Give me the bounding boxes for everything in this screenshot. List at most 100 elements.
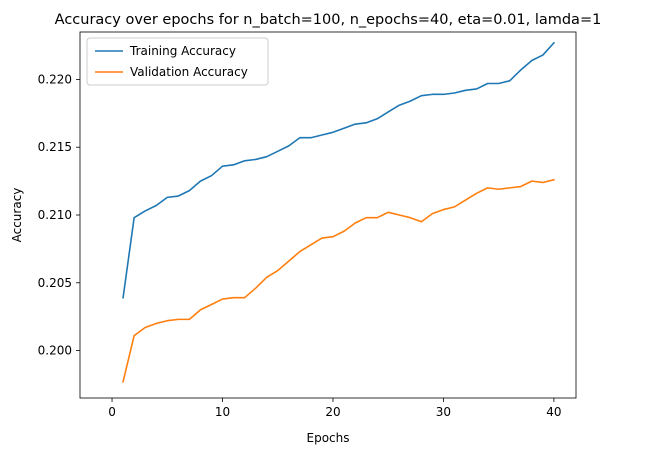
data-point-1-16 (299, 251, 301, 253)
data-point-0-21 (354, 123, 356, 125)
data-point-1-25 (398, 214, 400, 216)
plot-area-frame (79, 31, 577, 399)
data-point-1-21 (354, 222, 356, 224)
data-point-0-11 (244, 160, 246, 162)
legend-box (86, 37, 269, 86)
data-point-0-1 (133, 217, 135, 219)
data-point-1-24 (387, 211, 389, 213)
data-point-0-34 (498, 83, 500, 85)
x-axis-label: Epochs (307, 431, 350, 445)
series-line-0 (122, 41, 556, 299)
data-point-1-2 (144, 327, 146, 329)
data-point-0-6 (189, 190, 191, 192)
data-point-1-36 (520, 186, 522, 188)
data-point-0-7 (200, 180, 202, 182)
data-point-1-9 (222, 298, 224, 300)
data-point-0-27 (421, 95, 423, 97)
data-point-1-7 (200, 309, 202, 311)
data-point-0-30 (454, 92, 456, 94)
data-point-1-31 (465, 199, 467, 201)
series-line-1 (122, 178, 555, 383)
data-point-1-15 (288, 260, 290, 262)
data-point-0-9 (222, 165, 224, 167)
data-point-1-19 (332, 236, 334, 238)
data-point-1-17 (310, 244, 312, 246)
data-point-1-13 (266, 277, 268, 279)
data-point-0-14 (277, 150, 279, 152)
data-point-1-12 (255, 287, 257, 289)
y-tick-label-1: 0.205 (38, 276, 72, 290)
y-tick-label-0: 0.200 (38, 344, 72, 358)
data-point-1-18 (321, 237, 323, 239)
data-point-1-27 (421, 221, 423, 223)
y-axis-label: Accuracy (10, 188, 24, 243)
data-point-1-5 (178, 319, 180, 321)
x-tick-label-30: 30 (436, 405, 451, 419)
data-point-1-14 (277, 270, 279, 272)
data-point-1-29 (443, 209, 445, 211)
data-point-0-35 (509, 80, 511, 82)
x-axis-ticks: 0 10 20 30 40 (108, 398, 562, 419)
data-point-1-37 (531, 180, 533, 182)
data-point-0-20 (343, 127, 345, 129)
data-point-0-0 (122, 297, 124, 299)
data-point-1-4 (166, 320, 168, 322)
data-point-1-8 (211, 304, 213, 306)
data-point-0-22 (365, 122, 367, 124)
series-1 (122, 178, 555, 383)
data-point-1-3 (155, 323, 157, 325)
y-tick-label-3: 0.215 (38, 140, 72, 154)
data-point-0-17 (310, 137, 312, 139)
y-tick-label-2: 0.210 (38, 208, 72, 222)
x-tick-label-10: 10 (215, 405, 230, 419)
data-point-0-4 (166, 197, 168, 199)
data-point-0-2 (144, 210, 146, 212)
data-point-1-34 (498, 188, 500, 190)
data-point-0-39 (553, 42, 555, 44)
data-point-1-33 (487, 187, 489, 189)
data-point-1-10 (233, 297, 235, 299)
data-point-1-20 (343, 230, 345, 232)
chart-title: Accuracy over epochs for n_batch=100, n_… (55, 12, 602, 28)
data-point-0-10 (233, 164, 235, 166)
data-point-0-36 (520, 69, 522, 71)
data-point-1-0 (122, 381, 124, 383)
data-point-1-22 (365, 217, 367, 219)
data-point-0-23 (376, 118, 378, 120)
data-point-0-29 (443, 94, 445, 96)
data-point-1-39 (553, 179, 555, 181)
legend: Training Accuracy Validation Accuracy (86, 37, 269, 86)
data-point-0-8 (211, 175, 213, 177)
data-point-0-28 (432, 94, 434, 96)
data-point-1-1 (133, 335, 135, 337)
data-point-1-35 (509, 187, 511, 189)
data-point-0-12 (255, 159, 257, 161)
series-layer (122, 41, 556, 383)
y-axis-ticks: 0.200 0.205 0.210 0.215 0.220 (38, 72, 80, 358)
data-point-0-19 (332, 132, 334, 134)
x-tick-label-0: 0 (108, 405, 116, 419)
data-point-0-15 (288, 145, 290, 147)
data-point-0-31 (465, 89, 467, 91)
data-point-0-32 (476, 88, 478, 90)
data-point-0-18 (321, 134, 323, 136)
legend-label-0: Training Accuracy (129, 44, 236, 58)
x-tick-label-20: 20 (325, 405, 340, 419)
data-point-1-30 (454, 206, 456, 208)
data-point-0-38 (542, 54, 544, 56)
data-point-1-11 (244, 297, 246, 299)
data-point-0-26 (409, 100, 411, 102)
data-point-1-6 (189, 319, 191, 321)
data-point-1-23 (376, 217, 378, 219)
series-0 (122, 41, 556, 299)
data-point-1-32 (476, 193, 478, 195)
y-tick-label-4: 0.220 (38, 72, 72, 86)
data-point-0-37 (531, 60, 533, 62)
data-point-1-26 (409, 217, 411, 219)
legend-label-1: Validation Accuracy (130, 65, 248, 79)
x-tick-label-40: 40 (546, 405, 561, 419)
data-point-0-5 (178, 195, 180, 197)
data-point-1-28 (432, 213, 434, 215)
data-point-0-16 (299, 137, 301, 139)
